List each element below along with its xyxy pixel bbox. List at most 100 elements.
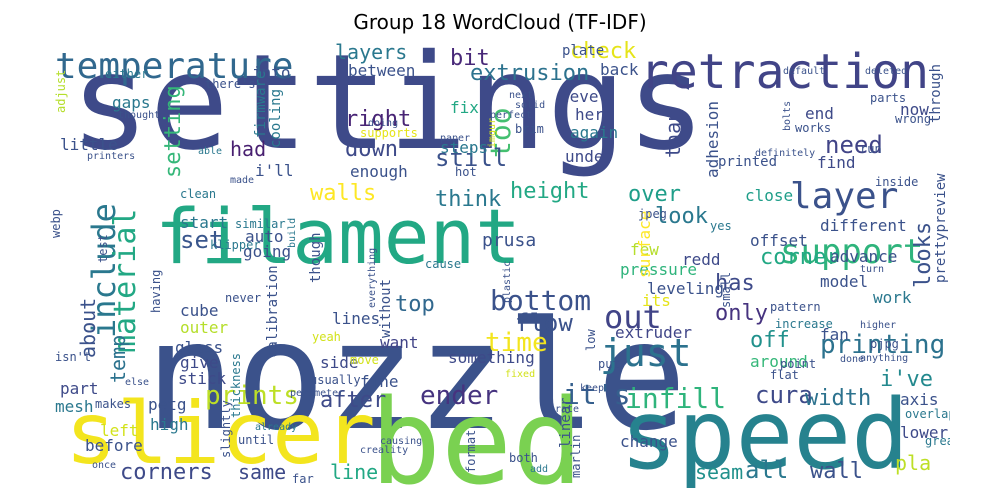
word-walls: walls (310, 181, 376, 206)
word-support: support (780, 232, 923, 272)
word-extrusion: extrusion (470, 61, 589, 86)
word-temperature: temperature (55, 46, 293, 87)
word-out: out (604, 298, 662, 336)
word-steps: steps (440, 138, 488, 157)
word-its: its (642, 291, 671, 310)
word-offset: offset (750, 231, 808, 250)
word-prettypreview: prettypreview (933, 173, 949, 283)
word-similar: similar (235, 217, 286, 231)
word-about: about (76, 298, 100, 358)
word-outer: outer (180, 318, 229, 337)
word-petg: petg (148, 395, 187, 414)
word-looks: looks (911, 222, 936, 288)
word-i-ll: i'll (255, 161, 294, 180)
word-little: little (60, 135, 118, 154)
word-printers: printers (87, 151, 135, 162)
word-glass: glass (175, 338, 223, 357)
word-marlin: marlin (569, 435, 583, 478)
word-speed: speed (620, 379, 909, 488)
word-slightly: slightly (219, 400, 233, 458)
word-back: back (600, 60, 639, 79)
word-plastic: plastic (502, 261, 513, 303)
word-build: build (287, 218, 298, 248)
word-supports: supports (360, 126, 418, 140)
word-next: next (509, 90, 533, 101)
word-flat: flat (770, 368, 799, 382)
word-work: work (873, 288, 912, 307)
word-add: add (530, 464, 548, 475)
word-plate: plate (562, 43, 604, 59)
word-imgur: imgur (487, 118, 498, 148)
word-either: either (105, 67, 148, 81)
word-need: need (825, 131, 883, 159)
word-again: again (570, 123, 618, 142)
word-width: width (805, 386, 871, 411)
word-overlap: overlap (905, 407, 950, 421)
word-everything: everything (367, 248, 378, 308)
word-causing: causing (380, 436, 422, 447)
word-deleted: deleted (865, 66, 907, 77)
word-doing: doing (368, 118, 398, 129)
word-different: different (820, 216, 907, 235)
word-leveling: leveling (647, 279, 724, 298)
word-fix: fix (450, 98, 479, 117)
word-same: same (238, 460, 286, 484)
word-makes: makes (95, 397, 131, 411)
word-move: move (350, 353, 379, 367)
word-time: time (485, 328, 548, 358)
word-level: level (560, 87, 608, 106)
word-here: here (575, 105, 614, 124)
word-nozzle: nozzle (145, 290, 687, 464)
word-layers: layers (335, 40, 407, 64)
word-find: find (817, 153, 856, 172)
word-into: into (252, 63, 291, 82)
word-clean: clean (180, 187, 216, 201)
word-include: include (85, 203, 123, 338)
word-both: both (509, 451, 538, 465)
word-klipper: klipper (210, 238, 261, 252)
word-else: else (125, 377, 149, 388)
word-yes: yes (710, 219, 732, 233)
word-small: small (719, 272, 733, 308)
word-lower: lower (900, 423, 949, 442)
word-perimeter: perimeter (290, 388, 344, 399)
word-before: before (85, 436, 143, 455)
word-inside: inside (875, 175, 918, 189)
word-had: had (230, 137, 266, 161)
word-give: give (180, 353, 219, 372)
word-keep: keep (580, 383, 604, 394)
word-surface: surface (635, 211, 654, 278)
word-side: side (320, 353, 359, 372)
word-calibration: calibration (265, 265, 281, 358)
word-check: check (570, 39, 636, 64)
word-fan: fan (820, 325, 849, 344)
word-something: something (448, 348, 535, 367)
word-fine: fine (360, 372, 399, 391)
word-hot: hot (455, 165, 477, 179)
word-start: start (180, 213, 228, 232)
word-prusa: prusa (482, 230, 536, 251)
word-extruder: extruder (615, 323, 692, 342)
word-test: test (96, 234, 110, 263)
word-isn-t: isn't (55, 350, 91, 364)
word-already: already (255, 422, 297, 433)
word-want: want (380, 333, 419, 352)
word-once: once (92, 460, 116, 471)
word-jpeg: jpeg (638, 207, 667, 221)
word-bottom: bottom (490, 284, 591, 317)
word-pjpg: pjpg (870, 337, 899, 351)
word-infill: infill (625, 382, 726, 415)
word-off: off (750, 328, 790, 353)
word-adhesion: adhesion (703, 101, 722, 178)
word-after: after (320, 388, 386, 413)
word-great: great (925, 434, 950, 448)
word-firmware: firmware (253, 71, 269, 138)
word-brim: brim (515, 122, 544, 136)
word-though: though (308, 232, 324, 283)
word-high: high (150, 415, 189, 434)
word-just: just (600, 331, 692, 375)
word-line: line (330, 460, 378, 484)
word-there-s: there's (205, 77, 256, 91)
word-put: put (598, 357, 620, 371)
